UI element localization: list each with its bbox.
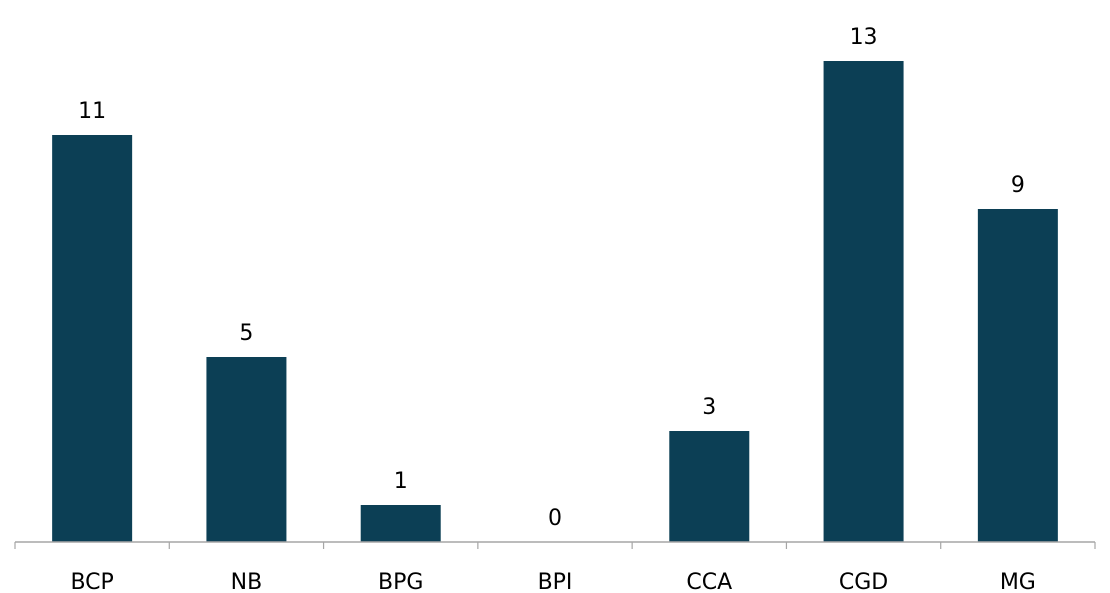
bar-cca — [669, 431, 750, 542]
category-label-bpi: BPI — [538, 570, 573, 593]
category-label-cca: CCA — [686, 570, 732, 593]
data-label-bpg: 1 — [394, 469, 408, 494]
data-label-bpi: 0 — [548, 506, 562, 531]
category-labels-group: BCP NB BPG BPI CCA CGD MG — [70, 570, 1035, 593]
data-labels-group: 11 5 1 0 3 13 9 — [78, 25, 1025, 531]
bar-cgd — [823, 61, 904, 542]
bars-group — [52, 61, 1058, 542]
category-label-cgd: CGD — [839, 570, 888, 593]
data-label-bcp: 11 — [78, 99, 106, 124]
data-label-cgd: 13 — [850, 25, 878, 50]
x-axis-ticks — [14, 542, 1096, 549]
category-label-bpg: BPG — [378, 570, 423, 593]
bar-bpg — [360, 505, 441, 542]
bar-nb — [206, 357, 287, 542]
data-label-cca: 3 — [702, 395, 716, 420]
category-label-nb: NB — [231, 570, 263, 593]
bar-mg — [977, 209, 1058, 542]
category-label-mg: MG — [1000, 570, 1036, 593]
bar-bcp — [52, 135, 133, 542]
category-label-bcp: BCP — [70, 570, 113, 593]
data-label-nb: 5 — [239, 321, 253, 346]
data-label-mg: 9 — [1011, 173, 1025, 198]
